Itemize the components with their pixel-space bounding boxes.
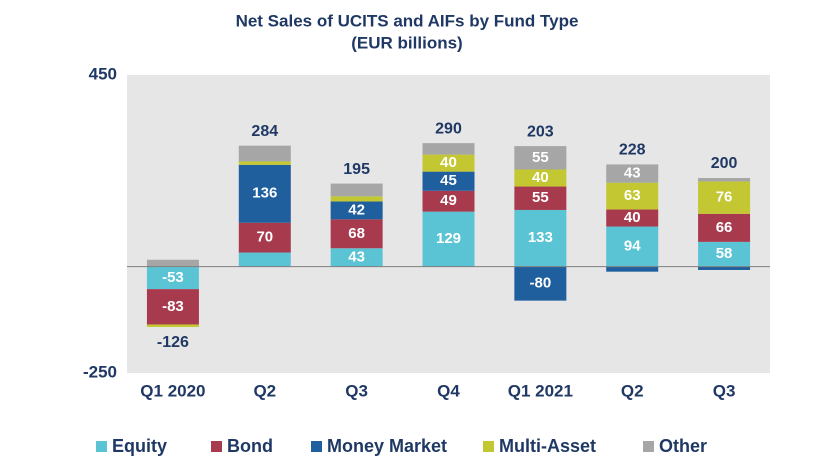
data-label: 55 [532,189,549,206]
total-label: 228 [619,142,646,159]
x-tick-label: Q4 [437,381,460,400]
x-tick-label: Q2 [621,381,644,400]
data-label: 45 [440,172,457,189]
data-label: 49 [440,192,457,209]
data-label: 94 [624,238,641,255]
legend-swatch [311,441,322,452]
y-tick-label: -250 [83,362,117,381]
bar-segment [146,259,199,267]
data-label: 40 [532,169,549,186]
x-tick-label: Q3 [345,381,368,400]
bar-segment [698,178,751,182]
bar-segment [330,201,383,220]
bar-segment [146,266,199,290]
total-label: 290 [435,120,462,137]
data-label: 70 [256,229,273,246]
chart-title: Net Sales of UCITS and AIFs by Fund Type [236,11,579,30]
data-label: 43 [348,248,365,265]
bar-segment [514,186,567,210]
bar-segment [606,226,659,267]
bar-segment [698,181,751,214]
bar-segment [698,266,751,270]
legend-label: Multi-Asset [499,436,596,456]
bar-segment [146,289,199,325]
legend-swatch [96,441,107,452]
data-label: 129 [436,230,461,247]
bar-segment [330,183,383,197]
data-label: 68 [348,225,365,242]
bar-segment [238,145,291,162]
data-label: -53 [162,269,184,286]
bar-segment [422,211,475,267]
data-label: 76 [716,189,733,206]
legend-label: Bond [227,436,273,456]
data-label: 58 [716,245,733,262]
x-tick-label: Q1 2021 [508,381,573,400]
data-label: 66 [716,219,733,236]
total-label: -126 [157,334,189,351]
bar-segment [422,154,475,172]
bar-segment [698,241,751,267]
bar-segment [330,219,383,249]
data-label: 63 [624,187,641,204]
y-tick-label: 450 [89,64,117,83]
bar-segment [146,324,199,328]
legend-swatch [643,441,654,452]
total-label: 195 [343,161,370,178]
bar-segment [238,161,291,165]
x-tick-label: Q1 2020 [140,381,205,400]
bar-segment [606,209,659,227]
data-label: 133 [528,229,553,246]
total-label: 284 [251,123,278,140]
bar-segment [514,146,567,170]
bar-segment [514,169,567,187]
bar-segment [422,171,475,191]
bar-segment [606,164,659,183]
total-label: 203 [527,123,554,140]
data-label: -80 [530,275,552,292]
data-label: 42 [348,201,365,218]
bar-segment [606,182,659,210]
bar-segment [238,222,291,253]
bar-segment [606,266,659,272]
legend-swatch [211,441,222,452]
bar-segment [698,213,751,242]
data-label: 136 [252,185,277,202]
bar-segment [422,190,475,212]
bar-segment [422,143,475,155]
data-label: 55 [532,149,549,166]
x-tick-label: Q2 [253,381,276,400]
data-label: 40 [624,209,641,226]
legend-label: Money Market [327,436,447,456]
data-label: 43 [624,165,641,182]
legend-swatch [483,441,494,452]
bar-segment [330,196,383,202]
x-tick-label: Q3 [713,381,736,400]
bar-segment [330,248,383,267]
bar-segment [514,266,567,301]
bar-segment [238,252,291,267]
bar-segment [514,209,567,267]
data-label: -83 [162,298,184,315]
legend-label: Other [659,436,707,456]
data-label: 40 [440,154,457,171]
legend-label: Equity [112,436,167,456]
bar-segment [238,164,291,223]
total-label: 200 [711,155,738,172]
chart-subtitle: (EUR billions) [351,33,462,52]
